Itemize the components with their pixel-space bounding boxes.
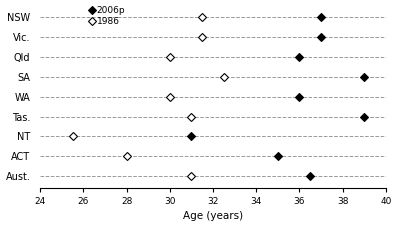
Legend: 2006p, 1986: 2006p, 1986 <box>90 6 125 26</box>
X-axis label: Age (years): Age (years) <box>183 211 243 222</box>
